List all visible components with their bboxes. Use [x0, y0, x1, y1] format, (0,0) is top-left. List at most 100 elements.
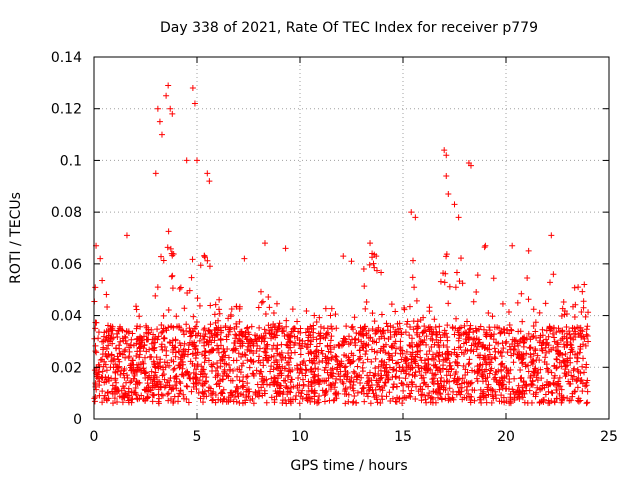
- data-point: [350, 357, 357, 364]
- data-point: [259, 373, 266, 380]
- data-point: [421, 379, 428, 386]
- data-point: [177, 387, 184, 394]
- data-point: [238, 362, 245, 369]
- data-point: [104, 304, 111, 311]
- data-point: [230, 345, 237, 352]
- data-point: [163, 347, 170, 354]
- data-point: [145, 384, 152, 391]
- data-point: [357, 380, 364, 387]
- data-point: [389, 342, 396, 349]
- data-point: [488, 399, 495, 406]
- data-point: [466, 393, 473, 400]
- data-point: [109, 323, 116, 330]
- data-point: [531, 365, 538, 372]
- data-point: [457, 391, 464, 398]
- data-point: [108, 351, 115, 358]
- data-point: [561, 344, 568, 351]
- data-point: [517, 366, 524, 373]
- data-point: [280, 388, 287, 395]
- data-point: [188, 388, 195, 395]
- data-point: [240, 391, 247, 398]
- data-point: [282, 245, 289, 252]
- data-point: [261, 348, 268, 355]
- data-point: [440, 365, 447, 372]
- data-point: [158, 341, 165, 348]
- data-point: [478, 399, 485, 406]
- data-point: [540, 398, 547, 405]
- data-point: [217, 363, 224, 370]
- data-point: [497, 379, 504, 386]
- data-point: [244, 336, 251, 343]
- data-point: [405, 371, 412, 378]
- data-point: [332, 356, 339, 363]
- data-point: [410, 257, 417, 264]
- data-point: [183, 321, 190, 328]
- data-point: [333, 375, 340, 382]
- data-point: [443, 152, 450, 159]
- data-point: [96, 392, 103, 399]
- data-point: [313, 353, 320, 360]
- data-point: [545, 342, 552, 349]
- data-point: [371, 251, 378, 258]
- data-point: [360, 266, 367, 273]
- data-point: [185, 370, 192, 377]
- data-point: [117, 350, 124, 357]
- data-point: [445, 191, 452, 198]
- y-tick-label: 0.06: [51, 257, 82, 273]
- data-point: [491, 345, 498, 352]
- data-point: [260, 381, 267, 388]
- data-point: [159, 372, 166, 379]
- data-point: [318, 347, 325, 354]
- data-point: [377, 347, 384, 354]
- data-point: [279, 328, 286, 335]
- data-point: [543, 341, 550, 348]
- data-point: [583, 331, 590, 338]
- data-point: [558, 312, 565, 319]
- data-point: [546, 348, 553, 355]
- data-point: [492, 374, 499, 381]
- data-point: [255, 393, 262, 400]
- data-point: [91, 398, 98, 405]
- data-point: [155, 398, 162, 405]
- data-point: [175, 348, 182, 355]
- data-point: [284, 359, 291, 366]
- data-point: [271, 331, 278, 338]
- data-point: [369, 310, 376, 317]
- data-point: [531, 372, 538, 379]
- data-point: [377, 386, 384, 393]
- data-point: [342, 386, 349, 393]
- data-point: [220, 396, 227, 403]
- data-point: [426, 347, 433, 354]
- data-point: [352, 342, 359, 349]
- data-point: [109, 340, 116, 347]
- data-point: [112, 390, 119, 397]
- data-point: [371, 264, 378, 271]
- data-point: [471, 387, 478, 394]
- data-point: [207, 321, 214, 328]
- data-point: [190, 369, 197, 376]
- data-point: [122, 337, 129, 344]
- data-point: [322, 335, 329, 342]
- data-point: [388, 301, 395, 308]
- data-point: [114, 399, 121, 406]
- data-point: [298, 390, 305, 397]
- data-point: [583, 326, 590, 333]
- data-point: [455, 214, 462, 221]
- data-point: [400, 367, 407, 374]
- data-point: [273, 364, 280, 371]
- data-point: [556, 374, 563, 381]
- data-point: [567, 349, 574, 356]
- data-point: [342, 400, 349, 407]
- data-point: [99, 388, 106, 395]
- data-point: [553, 364, 560, 371]
- data-point: [191, 343, 198, 350]
- data-point: [188, 274, 195, 281]
- data-point: [364, 356, 371, 363]
- data-point: [105, 342, 112, 349]
- data-point: [555, 351, 562, 358]
- data-point: [511, 375, 518, 382]
- data-point: [510, 388, 517, 395]
- data-point: [452, 371, 459, 378]
- data-point: [316, 314, 323, 321]
- data-point: [527, 336, 534, 343]
